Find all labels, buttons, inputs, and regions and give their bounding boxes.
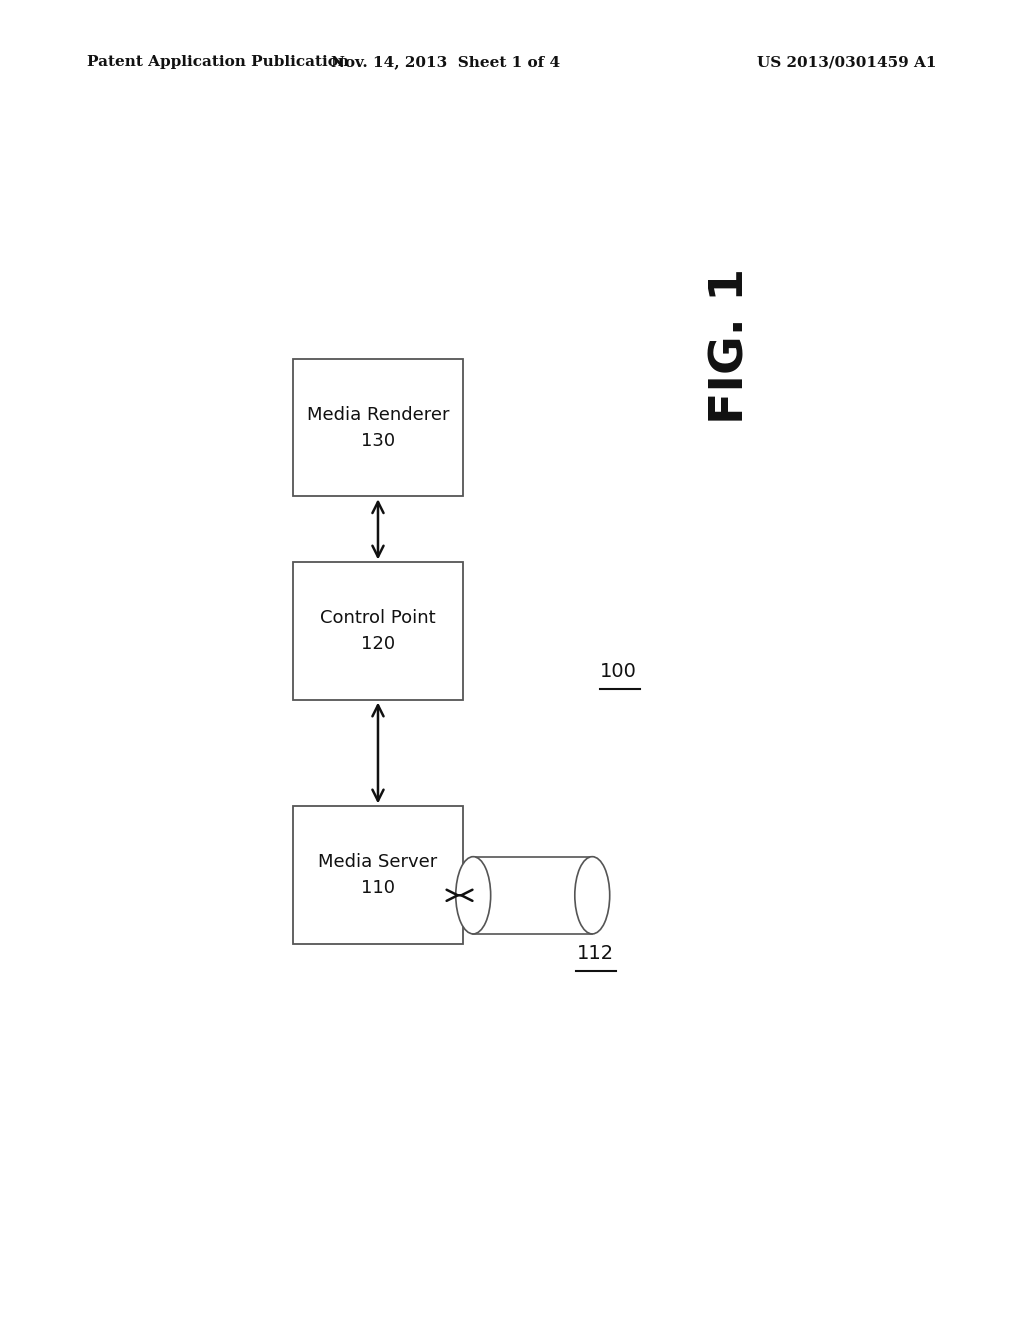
Ellipse shape: [456, 857, 490, 935]
Bar: [293, 359, 463, 496]
Text: Nov. 14, 2013  Sheet 1 of 4: Nov. 14, 2013 Sheet 1 of 4: [331, 55, 560, 70]
Bar: [293, 562, 463, 700]
Text: Media Renderer
130: Media Renderer 130: [307, 405, 450, 450]
Text: FIG. 1: FIG. 1: [709, 268, 754, 425]
Ellipse shape: [574, 857, 609, 935]
Text: 100: 100: [600, 663, 637, 681]
Text: Control Point
120: Control Point 120: [321, 609, 436, 653]
Text: Patent Application Publication: Patent Application Publication: [87, 55, 349, 70]
Bar: [293, 807, 463, 944]
Bar: [473, 857, 592, 935]
Text: 112: 112: [577, 944, 613, 962]
Text: Media Server
110: Media Server 110: [318, 853, 437, 898]
Text: US 2013/0301459 A1: US 2013/0301459 A1: [758, 55, 937, 70]
